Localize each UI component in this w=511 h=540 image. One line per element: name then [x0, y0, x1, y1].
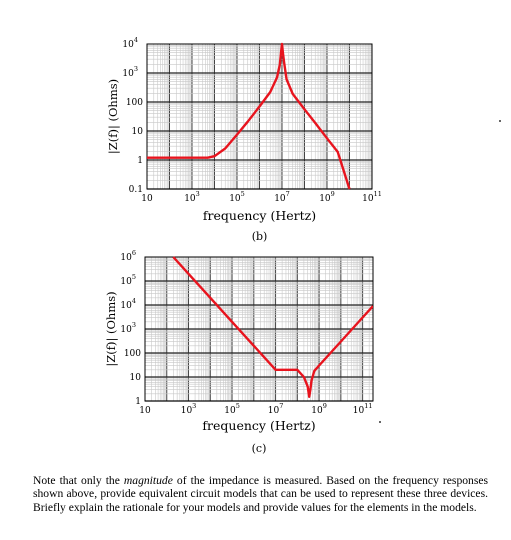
- x-tick-label: 107: [268, 402, 284, 416]
- x-tick-label: 107: [274, 190, 290, 204]
- y-axis-label: |Z(f)| (Ohms): [106, 79, 121, 154]
- x-tick-exponent: 9: [331, 190, 335, 198]
- plot-frame: [146, 43, 373, 190]
- stray-mark: [499, 120, 501, 122]
- question-text-rest: of the impedance is measured. Based on t…: [33, 473, 489, 514]
- x-tick-label: 1011: [353, 402, 373, 416]
- x-tick-label: 1011: [362, 190, 382, 204]
- x-tick-exponent: 9: [323, 402, 327, 410]
- x-axis-label: frequency (Hertz): [203, 208, 316, 223]
- chart-caption: (c): [252, 442, 267, 455]
- x-tick-exponent: 3: [196, 190, 200, 198]
- plots-canvas: 10 103 105 107 109 10110.1110100103104frequen…: [104, 36, 382, 455]
- x-tick-exponent: 11: [374, 190, 382, 198]
- x-tick-label: 10: [141, 194, 153, 204]
- y-tick-label: 106: [120, 249, 136, 263]
- x-tick-label: 109: [319, 190, 335, 204]
- question-text: Note that only the magnitude of the impe…: [33, 474, 488, 515]
- y-tick-exponent: 3: [134, 65, 138, 73]
- x-tick-exponent: 5: [236, 402, 240, 410]
- y-tick-exponent: 5: [132, 273, 136, 281]
- chart-c: 10 103 105 107 109 1011110100103104105106freq…: [104, 249, 374, 455]
- question-text-start: Note that only the: [33, 473, 124, 487]
- y-tick-label: 105: [120, 273, 136, 287]
- y-tick-label: 104: [120, 297, 136, 311]
- chart-caption: (b): [252, 230, 268, 243]
- x-tick-exponent: 7: [279, 402, 283, 410]
- plot-frame: [144, 256, 374, 402]
- y-tick-exponent: 3: [132, 321, 136, 329]
- y-tick-label: 100: [124, 349, 141, 359]
- impedance-curve: [172, 256, 373, 398]
- stray-mark: [379, 421, 381, 423]
- y-tick-exponent: 4: [132, 297, 136, 305]
- y-tick-label: 10: [132, 127, 144, 137]
- y-tick-label: 103: [120, 321, 136, 335]
- grid: [146, 44, 372, 190]
- y-tick-label: 103: [122, 65, 138, 79]
- emphasized-word: magnitude: [123, 473, 173, 487]
- x-tick-exponent: 5: [241, 190, 245, 198]
- y-tick-label: 0.1: [129, 185, 143, 195]
- x-tick-label: 103: [184, 190, 200, 204]
- x-tick-exponent: 11: [364, 402, 372, 410]
- y-tick-label: 1: [135, 397, 141, 407]
- y-tick-label: 10: [130, 373, 142, 383]
- x-tick-label: 109: [311, 402, 327, 416]
- x-axis-label: frequency (Hertz): [202, 418, 315, 433]
- y-axis-label: |Z(f)| (Ohms): [104, 291, 119, 366]
- y-tick-label: 104: [122, 36, 138, 50]
- impedance-curve: [147, 42, 351, 190]
- y-tick-exponent: 6: [132, 249, 136, 257]
- x-tick-exponent: 3: [192, 402, 196, 410]
- chart-b: 10 103 105 107 109 1011 0.1 1 10 100 103 104 frequen…: [106, 36, 382, 243]
- x-tick-label: 10: [139, 406, 151, 416]
- y-tick-label: 1: [137, 156, 143, 166]
- y-tick-exponent: 4: [134, 36, 138, 44]
- grid: [144, 257, 374, 402]
- x-tick-exponent: 7: [286, 190, 290, 198]
- y-tick-label: 100: [126, 98, 143, 108]
- x-tick-label: 105: [229, 190, 245, 204]
- x-tick-label: 103: [181, 402, 197, 416]
- x-tick-label: 105: [224, 402, 240, 416]
